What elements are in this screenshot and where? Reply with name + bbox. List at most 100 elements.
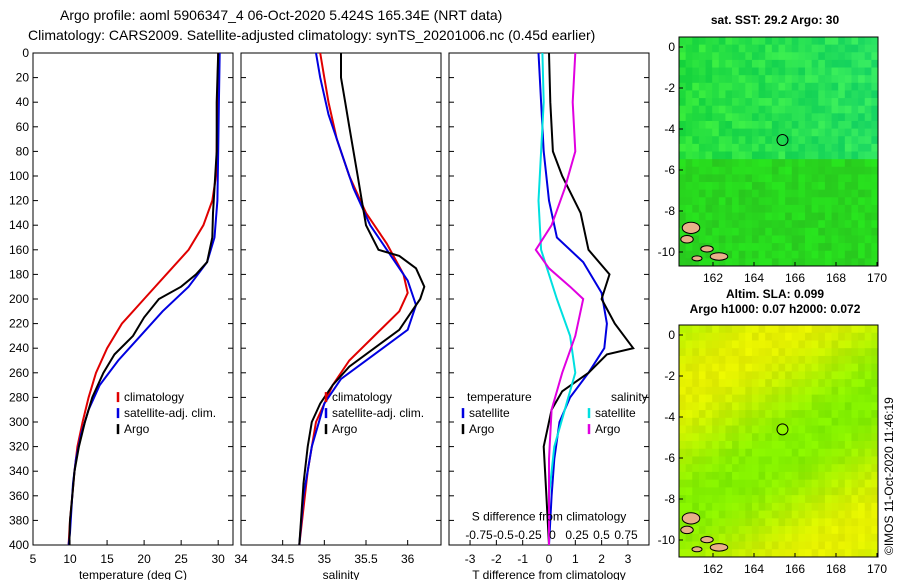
map-cell: [805, 549, 813, 558]
map-cell: [758, 379, 766, 388]
map-cell: [864, 204, 872, 213]
map-cell: [858, 189, 866, 198]
map-cell: [831, 433, 839, 442]
map-cell: [718, 479, 726, 488]
map-cell: [811, 417, 819, 426]
map-cell: [778, 448, 786, 457]
map-cell: [831, 143, 839, 152]
map-cell: [805, 105, 813, 114]
map-cell: [712, 159, 720, 168]
map-cell: [738, 82, 746, 91]
temperature-series-argo: [68, 52, 220, 546]
map-cell: [725, 433, 733, 442]
map-cell: [871, 59, 879, 68]
map-cell: [718, 386, 726, 395]
temperature-series-climatology: [67, 52, 220, 546]
map-cell: [685, 417, 693, 426]
map-cell: [738, 355, 746, 365]
map-cell: [871, 227, 879, 236]
map-cell: [838, 325, 846, 334]
map-cell: [871, 250, 879, 259]
map-cell: [871, 258, 879, 267]
map-cell: [785, 182, 793, 191]
map-cell: [745, 220, 753, 229]
map-cell: [692, 479, 700, 488]
map-cell: [811, 479, 819, 488]
map-cell: [771, 394, 779, 403]
map-cell: [798, 90, 806, 99]
map-cell: [765, 425, 773, 434]
map-cell: [698, 227, 706, 236]
map-cell: [732, 417, 740, 426]
map-cell: [765, 166, 773, 175]
map-cell: [824, 82, 832, 91]
map-cell: [858, 386, 866, 395]
map-cell: [685, 471, 693, 481]
map-cell: [771, 340, 779, 349]
map-cell: [824, 495, 832, 504]
map-cell: [805, 510, 813, 519]
map-cell: [831, 82, 839, 91]
map-cell: [818, 250, 826, 259]
map-cell: [705, 59, 713, 68]
map-cell: [718, 371, 726, 380]
differences-series-t-satellite: [537, 52, 608, 546]
map-cell: [685, 212, 693, 221]
map-cell: [778, 212, 786, 221]
map-cell: [738, 120, 746, 129]
map-cell: [685, 189, 693, 198]
map-cell: [791, 212, 799, 221]
map-cell: [698, 526, 706, 535]
map-cell: [818, 166, 826, 175]
map-cell: [712, 227, 720, 236]
map-cell: [712, 348, 720, 357]
map-cell: [805, 227, 813, 236]
map-cell: [705, 402, 713, 411]
map-cell: [765, 533, 773, 542]
map-cell: [864, 541, 872, 550]
map-cell: [805, 471, 813, 481]
map-cell: [725, 441, 733, 450]
map-cell: [831, 379, 839, 388]
map-cell: [738, 75, 746, 84]
map-cell: [692, 533, 700, 542]
map-cell: [791, 182, 799, 191]
map-cell: [858, 371, 866, 380]
map-cell: [745, 159, 753, 168]
map-cell: [805, 37, 813, 46]
map-cell: [851, 44, 859, 53]
map-cell: [818, 197, 826, 206]
map-cell: [871, 166, 879, 175]
map-cell: [818, 212, 826, 221]
map-cell: [844, 464, 852, 473]
diff-s-tick-label: 0.75: [614, 528, 638, 542]
map-cell: [718, 44, 726, 53]
map-cell: [738, 510, 746, 519]
differences-xtick-label: 1: [572, 552, 579, 566]
map-cell: [838, 495, 846, 504]
map-cell: [798, 456, 806, 465]
map-cell: [805, 113, 813, 122]
map-cell: [785, 386, 793, 395]
map-cell: [765, 518, 773, 527]
temperature-axes-box: [32, 52, 234, 546]
map-cell: [725, 174, 733, 183]
map-cell: [798, 212, 806, 221]
map-cell: [838, 340, 846, 349]
map-cell: [771, 82, 779, 91]
map-cell: [718, 59, 726, 68]
map-cell: [685, 425, 693, 434]
map-cell: [778, 355, 786, 365]
map-cell: [831, 113, 839, 122]
map-cell: [692, 549, 700, 558]
map-cell: [679, 204, 687, 213]
map-cell: [751, 113, 759, 122]
map-cell: [698, 189, 706, 198]
map-cell: [864, 128, 872, 137]
map-cell: [679, 258, 687, 267]
map-cell: [851, 159, 859, 168]
map-cell: [685, 495, 693, 504]
map-cell: [738, 243, 746, 252]
map-cell: [791, 128, 799, 137]
map-cell: [844, 105, 852, 114]
